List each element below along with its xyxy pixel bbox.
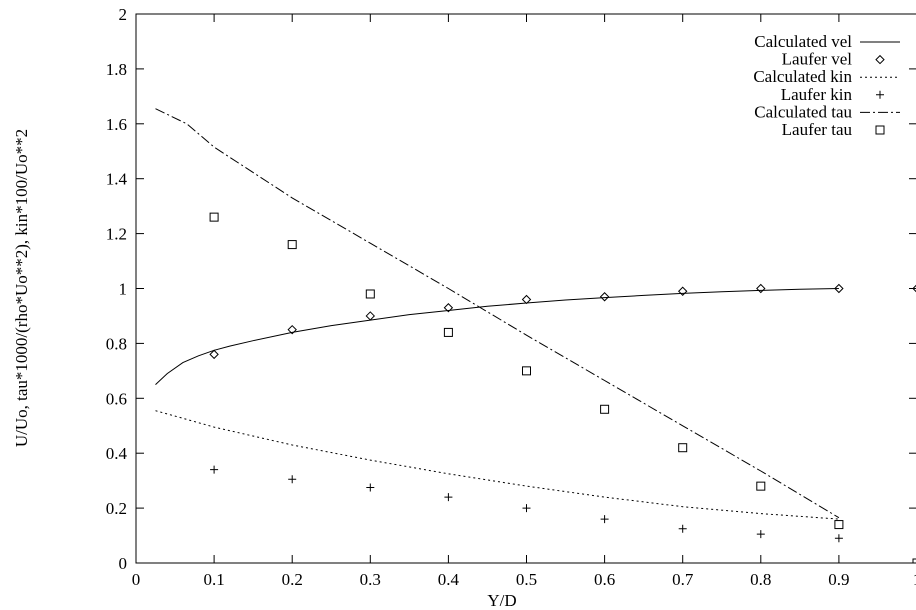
series-calculated-kin [155, 410, 839, 520]
data-point [209, 349, 219, 360]
data-point [600, 404, 610, 414]
x-tick-label: 0.8 [750, 570, 771, 589]
x-tick-label: 0.5 [516, 570, 537, 589]
series-line [155, 410, 839, 520]
series-laufer-kin [210, 465, 843, 543]
series-line [155, 288, 839, 385]
y-tick-label: 0.6 [106, 389, 127, 408]
y-tick-label: 1 [119, 280, 128, 299]
series-layer [155, 108, 916, 563]
legend-marker-sample [875, 54, 885, 65]
y-tick-label: 0.4 [106, 444, 128, 463]
y-tick-label: 1.6 [106, 115, 127, 134]
x-tick-label: 0.4 [438, 570, 460, 589]
x-tick-label: 0.7 [672, 570, 694, 589]
legend-entry: Laufer vel [782, 50, 885, 69]
data-point [522, 366, 531, 376]
series-line [155, 108, 840, 519]
legend-label: Laufer kin [781, 85, 853, 104]
data-point [522, 504, 531, 513]
data-point [366, 483, 375, 492]
legend-label: Laufer vel [782, 50, 853, 69]
data-point [678, 524, 687, 533]
data-point [443, 327, 453, 337]
data-point [444, 493, 453, 502]
legend-label: Calculated kin [753, 67, 852, 86]
y-tick-label: 0.2 [106, 499, 127, 518]
data-point [756, 481, 766, 491]
data-point [521, 294, 532, 305]
data-point [365, 289, 375, 299]
data-point [834, 520, 844, 530]
x-axis-label: Y/D [487, 591, 516, 610]
y-tick-label: 2 [119, 5, 128, 24]
series-calculated-tau [155, 108, 840, 519]
data-point [287, 324, 297, 335]
y-tick-label: 0.8 [106, 334, 127, 353]
series-laufer-vel [209, 283, 916, 360]
data-point [678, 443, 688, 453]
data-point [210, 465, 219, 474]
x-tick-label: 0.6 [594, 570, 615, 589]
legend-label: Calculated tau [754, 102, 852, 121]
x-tick-label: 0.9 [828, 570, 849, 589]
data-point [365, 311, 376, 321]
axis-ticks: 0 0.1 0.2 0.3 0.4 0.5 0.6 0.7 0.8 0.9 1 0 0.2 0.4 0.6 0… [106, 5, 916, 589]
data-point [443, 303, 454, 313]
legend-label: Calculated vel [754, 32, 852, 51]
y-axis-label: U/Uo, tau*1000/(rho*Uo**2), kin*100/Uo**… [12, 129, 31, 447]
data-point [600, 515, 609, 524]
data-point [756, 283, 766, 294]
y-tick-label: 0 [119, 554, 128, 573]
data-point [599, 292, 610, 302]
legend-marker-sample [876, 90, 884, 99]
data-point [209, 212, 219, 222]
x-tick-label: 1 [913, 570, 916, 589]
legend-entry: Laufer tau [782, 120, 885, 139]
legend-label: Laufer tau [782, 120, 853, 139]
y-tick-label: 1.8 [106, 60, 127, 79]
legend-entry: Calculated tau [754, 102, 900, 121]
x-tick-label: 0.3 [360, 570, 381, 589]
data-point [834, 283, 844, 294]
data-point [834, 534, 843, 543]
y-tick-label: 1.4 [106, 170, 128, 189]
legend-entry: Calculated kin [753, 67, 900, 86]
x-tick-label: 0 [132, 570, 141, 589]
data-point [288, 475, 297, 484]
x-tick-label: 0.2 [282, 570, 303, 589]
series-calculated-vel [155, 288, 839, 385]
y-tick-label: 1.2 [106, 225, 127, 244]
legend-entry: Calculated vel [754, 32, 900, 51]
data-point [756, 530, 765, 539]
data-point [287, 240, 297, 250]
legend-marker-sample [875, 125, 885, 135]
legend-entry: Laufer kin [781, 85, 884, 104]
series-laufer-tau [209, 212, 916, 563]
data-point [677, 286, 688, 296]
x-tick-label: 0.1 [203, 570, 224, 589]
data-point [912, 284, 916, 293]
